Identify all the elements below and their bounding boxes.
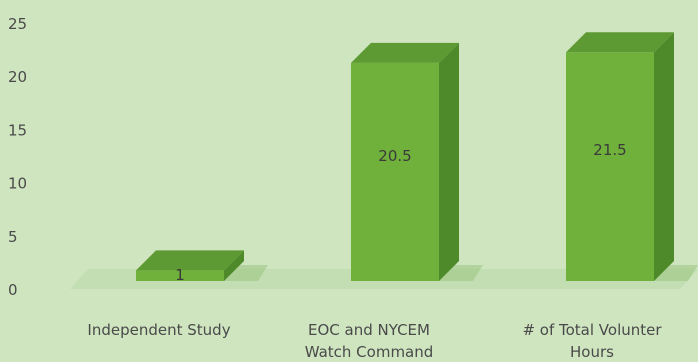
bar: 1	[136, 250, 268, 284]
data-label: 20.5	[378, 147, 411, 165]
y-tick-label: 20	[8, 68, 27, 86]
category-label: # of Total Volunter	[522, 321, 662, 339]
bar-front	[351, 62, 439, 281]
category-label: Independent Study	[87, 321, 230, 339]
y-tick-label: 0	[8, 281, 18, 299]
y-axis: 0 5 10 15 20 25	[8, 15, 27, 299]
bar: 21.5	[566, 32, 698, 281]
bar-side	[224, 250, 244, 281]
bar-series: 1 20.5 21.5	[136, 32, 698, 284]
y-tick-label: 25	[8, 15, 27, 33]
category-label: Watch Command	[305, 343, 434, 361]
bar: 20.5	[351, 42, 483, 281]
bar-top	[136, 250, 244, 271]
y-tick-label: 10	[8, 175, 27, 193]
bar-top	[351, 42, 459, 63]
data-label: 1	[175, 266, 185, 284]
bar-side	[439, 42, 459, 281]
y-tick-label: 15	[8, 121, 27, 139]
y-tick-label: 5	[8, 228, 18, 246]
x-axis: Independent Study EOC and NYCEM Watch Comm…	[87, 321, 662, 361]
bar-front	[136, 270, 224, 281]
bar-side	[654, 32, 674, 281]
data-label: 21.5	[593, 141, 626, 159]
bar-front	[566, 52, 654, 281]
category-label: Hours	[570, 343, 614, 361]
category-label: EOC and NYCEM	[308, 321, 430, 339]
bar-top	[566, 32, 674, 53]
